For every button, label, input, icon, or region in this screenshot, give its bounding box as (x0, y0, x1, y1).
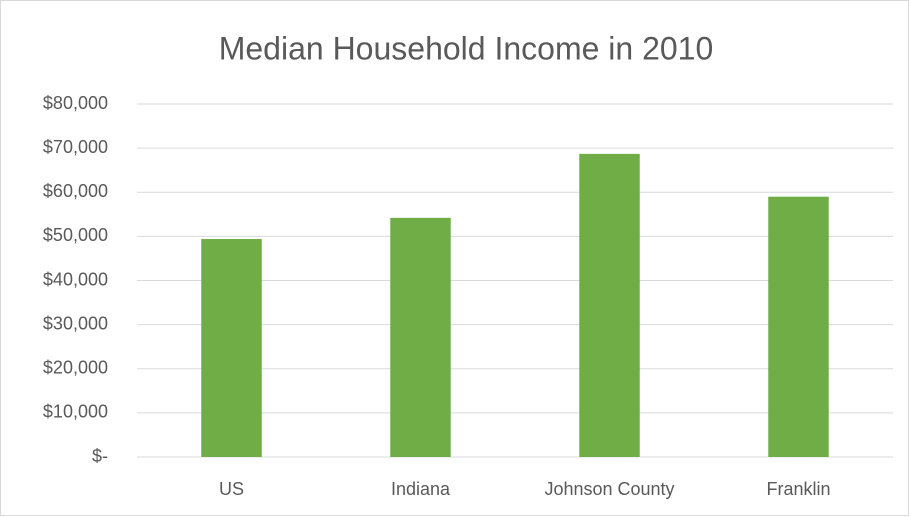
bar (390, 217, 451, 457)
bar (201, 239, 262, 457)
x-tick-label: US (219, 479, 244, 499)
y-tick-label: $80,000 (43, 93, 108, 113)
x-tick-label: Johnson County (544, 479, 674, 499)
chart-title: Median Household Income in 2010 (219, 30, 714, 66)
bar (579, 153, 640, 457)
y-tick-label: $10,000 (43, 402, 108, 422)
y-tick-label: $60,000 (43, 181, 108, 201)
y-tick-label: $40,000 (43, 269, 108, 289)
x-tick-label: Indiana (391, 479, 451, 499)
y-tick-label: $- (92, 446, 108, 466)
y-tick-label: $50,000 (43, 225, 108, 245)
bar (768, 196, 829, 457)
x-tick-label: Franklin (766, 479, 830, 499)
y-tick-label: $70,000 (43, 137, 108, 157)
y-tick-label: $20,000 (43, 358, 108, 378)
y-tick-label: $30,000 (43, 313, 108, 333)
